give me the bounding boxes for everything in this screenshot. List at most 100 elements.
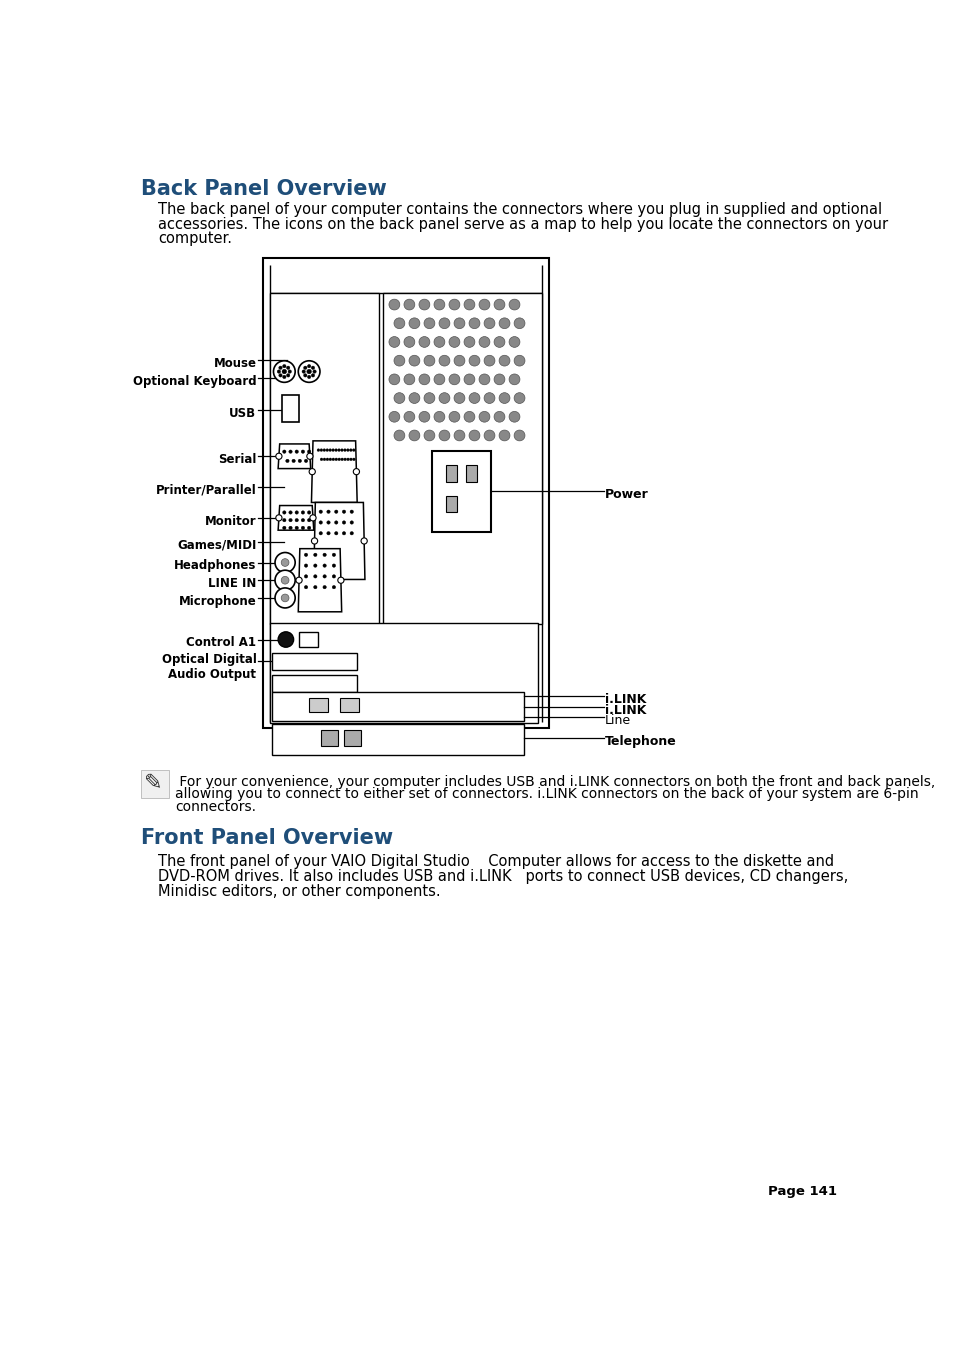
Circle shape xyxy=(327,511,330,513)
Bar xyxy=(309,698,328,712)
Circle shape xyxy=(337,449,340,451)
Text: ✎: ✎ xyxy=(144,774,163,793)
Circle shape xyxy=(301,519,304,521)
Bar xyxy=(446,465,456,482)
Circle shape xyxy=(423,393,435,404)
Bar xyxy=(272,676,356,692)
Circle shape xyxy=(438,430,450,440)
Text: Power: Power xyxy=(604,488,648,501)
Circle shape xyxy=(498,393,510,404)
Text: accessories. The icons on the back panel serve as a map to help you locate the c: accessories. The icons on the back panel… xyxy=(158,216,887,232)
Circle shape xyxy=(353,469,359,474)
Circle shape xyxy=(278,632,294,647)
Circle shape xyxy=(389,412,399,422)
Circle shape xyxy=(322,553,326,557)
Bar xyxy=(270,293,378,624)
Circle shape xyxy=(332,449,335,451)
Circle shape xyxy=(288,370,292,373)
Circle shape xyxy=(311,366,314,369)
Circle shape xyxy=(281,577,289,584)
Circle shape xyxy=(454,393,464,404)
Circle shape xyxy=(304,459,308,462)
Circle shape xyxy=(498,355,510,366)
Circle shape xyxy=(307,450,311,454)
Circle shape xyxy=(469,355,479,366)
Text: The back panel of your computer contains the connectors where you plug in suppli: The back panel of your computer contains… xyxy=(158,203,882,218)
Bar xyxy=(272,654,356,670)
Text: i.LINK: i.LINK xyxy=(604,693,646,705)
Text: DVD-ROM drives. It also includes USB and i.LINK   ports to connect USB devices, : DVD-ROM drives. It also includes USB and… xyxy=(158,869,847,884)
Bar xyxy=(432,451,491,532)
Circle shape xyxy=(394,430,404,440)
Text: computer.: computer. xyxy=(158,231,232,246)
Circle shape xyxy=(307,369,311,374)
Text: Printer/Parallel: Printer/Parallel xyxy=(155,484,256,497)
Bar xyxy=(466,465,476,482)
Circle shape xyxy=(469,317,479,328)
Circle shape xyxy=(394,393,404,404)
Circle shape xyxy=(282,365,286,367)
Circle shape xyxy=(282,519,286,521)
Circle shape xyxy=(454,317,464,328)
Circle shape xyxy=(438,393,450,404)
Circle shape xyxy=(335,449,337,451)
Text: connectors.: connectors. xyxy=(174,800,255,813)
Circle shape xyxy=(349,449,352,451)
Circle shape xyxy=(469,393,479,404)
Text: Front Panel Overview: Front Panel Overview xyxy=(141,828,393,848)
Circle shape xyxy=(463,374,475,385)
Circle shape xyxy=(342,531,345,535)
Circle shape xyxy=(310,515,315,521)
Text: Microphone: Microphone xyxy=(178,594,256,608)
Circle shape xyxy=(314,574,316,578)
Circle shape xyxy=(438,355,450,366)
Circle shape xyxy=(335,458,337,461)
Circle shape xyxy=(326,458,329,461)
Circle shape xyxy=(389,299,399,309)
Circle shape xyxy=(434,374,444,385)
Circle shape xyxy=(494,336,504,347)
Circle shape xyxy=(304,574,308,578)
Circle shape xyxy=(274,570,294,590)
Circle shape xyxy=(274,361,294,382)
Circle shape xyxy=(332,585,335,589)
Circle shape xyxy=(301,511,304,515)
Circle shape xyxy=(311,374,314,377)
Circle shape xyxy=(318,531,322,535)
Circle shape xyxy=(418,412,430,422)
Bar xyxy=(446,496,456,512)
Circle shape xyxy=(323,458,326,461)
Polygon shape xyxy=(278,444,311,469)
Circle shape xyxy=(343,458,346,461)
Circle shape xyxy=(320,458,322,461)
Circle shape xyxy=(322,574,326,578)
Text: Telephone: Telephone xyxy=(604,735,677,748)
Circle shape xyxy=(335,520,337,524)
Polygon shape xyxy=(314,503,365,580)
Circle shape xyxy=(326,449,329,451)
Circle shape xyxy=(514,317,524,328)
Circle shape xyxy=(304,585,308,589)
Circle shape xyxy=(303,366,307,369)
Circle shape xyxy=(282,511,286,515)
Text: Line: Line xyxy=(604,715,631,727)
Circle shape xyxy=(343,449,346,451)
Circle shape xyxy=(322,449,325,451)
Circle shape xyxy=(318,511,322,513)
Circle shape xyxy=(297,459,301,462)
Circle shape xyxy=(409,393,419,404)
Circle shape xyxy=(313,370,316,373)
Circle shape xyxy=(327,531,330,535)
Circle shape xyxy=(350,511,353,513)
Circle shape xyxy=(434,336,444,347)
Circle shape xyxy=(335,531,337,535)
Text: USB: USB xyxy=(229,407,256,420)
Circle shape xyxy=(307,519,311,521)
Circle shape xyxy=(494,299,504,309)
Circle shape xyxy=(282,376,286,378)
Circle shape xyxy=(340,458,343,461)
Circle shape xyxy=(423,317,435,328)
Circle shape xyxy=(478,374,490,385)
Circle shape xyxy=(418,374,430,385)
Circle shape xyxy=(389,336,399,347)
